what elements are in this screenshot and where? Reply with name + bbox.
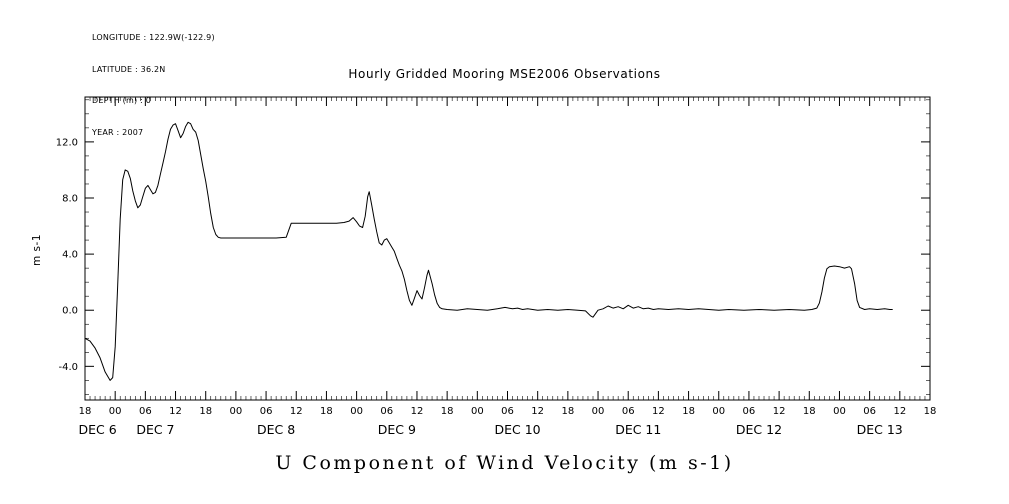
x-tick-label: 12 bbox=[169, 406, 182, 417]
y-tick-label: 12.0 bbox=[56, 137, 78, 148]
x-tick-label: 18 bbox=[199, 406, 212, 417]
x-tick-label: 12 bbox=[411, 406, 424, 417]
x-tick-label: 00 bbox=[109, 406, 122, 417]
metadata-latitude: LATITUDE : 36.2N bbox=[92, 64, 166, 74]
x-tick-label: 00 bbox=[230, 406, 243, 417]
x-tick-label: 18 bbox=[441, 406, 454, 417]
x-day-label: DEC 11 bbox=[615, 422, 661, 437]
x-tick-label: 18 bbox=[320, 406, 333, 417]
x-tick-label: 18 bbox=[682, 406, 695, 417]
x-day-label: DEC 10 bbox=[494, 422, 540, 437]
metadata-longitude: LONGITUDE : 122.9W(-122.9) bbox=[92, 33, 215, 42]
metadata-block: LONGITUDE : 122.9W(-122.9) LATITUDE : 36… bbox=[92, 12, 215, 159]
x-tick-label: 00 bbox=[471, 406, 484, 417]
x-tick-label: 12 bbox=[773, 406, 786, 417]
x-tick-label: 00 bbox=[592, 406, 605, 417]
chart-title: Hourly Gridded Mooring MSE2006 Observati… bbox=[348, 67, 661, 81]
x-tick-label: 18 bbox=[79, 406, 92, 417]
x-day-label: DEC 6 bbox=[78, 422, 116, 437]
x-day-label: DEC 12 bbox=[736, 422, 782, 437]
y-tick-label: -4.0 bbox=[58, 362, 78, 373]
axis-frame bbox=[84, 96, 931, 401]
x-tick-label: 06 bbox=[139, 406, 152, 417]
metadata-year: YEAR : 2007 bbox=[92, 127, 144, 137]
x-tick-label: 12 bbox=[290, 406, 303, 417]
x-tick-label: 06 bbox=[501, 406, 514, 417]
x-day-label: DEC 13 bbox=[857, 422, 903, 437]
x-tick-label: 12 bbox=[531, 406, 544, 417]
metadata-depth: DEPTH (m) : 0 bbox=[92, 96, 151, 105]
x-tick-label: 06 bbox=[380, 406, 393, 417]
x-tick-label: 00 bbox=[833, 406, 846, 417]
x-tick-label: 12 bbox=[652, 406, 665, 417]
data-line bbox=[84, 121, 893, 381]
y-tick-label: 8.0 bbox=[62, 194, 78, 205]
x-tick-label: 06 bbox=[863, 406, 876, 417]
x-tick-label: 06 bbox=[743, 406, 756, 417]
x-axis-title: U Component of Wind Velocity (m s-1) bbox=[275, 452, 734, 474]
y-tick-label: 0.0 bbox=[62, 306, 78, 317]
x-tick-label: 00 bbox=[712, 406, 725, 417]
x-tick-label: 18 bbox=[924, 406, 937, 417]
y-tick-label: 4.0 bbox=[62, 250, 78, 261]
x-tick-label: 12 bbox=[893, 406, 906, 417]
x-tick-label: 18 bbox=[803, 406, 816, 417]
x-day-label: DEC 9 bbox=[378, 422, 416, 437]
x-tick-label: 06 bbox=[622, 406, 635, 417]
x-tick-label: 06 bbox=[260, 406, 273, 417]
x-tick-label: 00 bbox=[350, 406, 363, 417]
x-tick-label: 18 bbox=[561, 406, 574, 417]
x-day-label: DEC 8 bbox=[257, 422, 295, 437]
x-day-label: DEC 7 bbox=[136, 422, 174, 437]
